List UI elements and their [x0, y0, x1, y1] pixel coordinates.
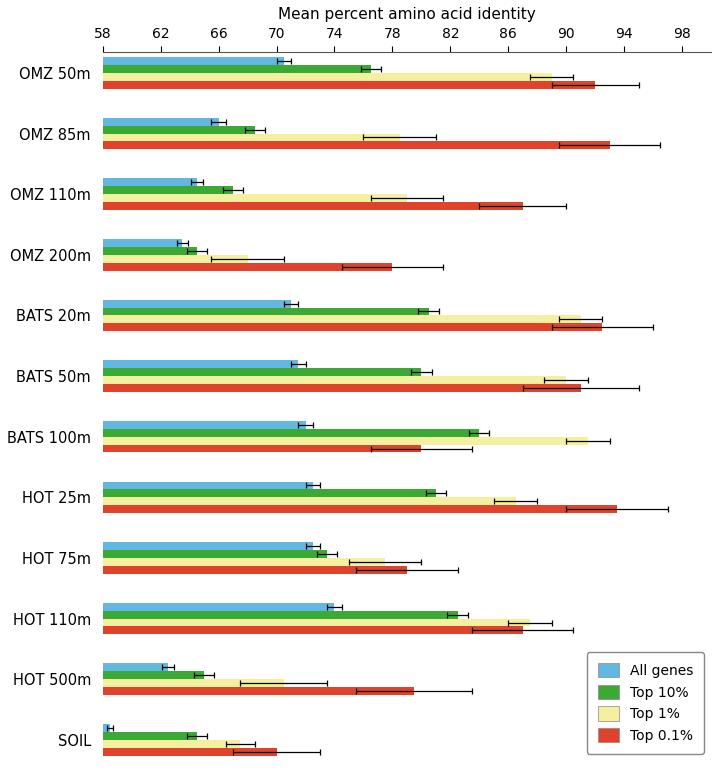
Bar	[103, 679, 284, 687]
Bar	[103, 247, 197, 255]
Bar	[103, 445, 421, 452]
Bar	[103, 368, 421, 376]
Bar	[103, 187, 233, 194]
X-axis label: Mean percent amino acid identity: Mean percent amino acid identity	[278, 7, 536, 22]
Legend: All genes, Top 10%, Top 1%, Top 0.1%: All genes, Top 10%, Top 1%, Top 0.1%	[587, 652, 704, 754]
Bar	[103, 81, 595, 88]
Bar	[103, 550, 327, 558]
Bar	[103, 194, 407, 202]
Bar	[103, 73, 551, 81]
Bar	[103, 482, 313, 489]
Bar	[103, 618, 530, 627]
Bar	[103, 126, 255, 134]
Bar	[103, 118, 218, 126]
Bar	[103, 687, 414, 695]
Bar	[103, 300, 291, 307]
Bar	[103, 748, 276, 756]
Bar	[103, 489, 436, 498]
Bar	[103, 671, 204, 679]
Bar	[103, 603, 335, 611]
Bar	[103, 566, 407, 574]
Bar	[103, 134, 400, 141]
Bar	[103, 437, 588, 445]
Bar	[103, 384, 581, 392]
Bar	[103, 429, 480, 437]
Bar	[103, 323, 602, 331]
Bar	[103, 505, 617, 513]
Bar	[103, 141, 610, 149]
Bar	[103, 740, 241, 748]
Bar	[103, 724, 110, 732]
Bar	[103, 664, 168, 671]
Bar	[103, 558, 385, 566]
Bar	[103, 255, 248, 263]
Bar	[103, 239, 182, 247]
Bar	[103, 732, 197, 740]
Bar	[103, 307, 429, 316]
Bar	[103, 627, 523, 634]
Bar	[103, 360, 298, 368]
Bar	[103, 611, 457, 618]
Bar	[103, 202, 523, 210]
Bar	[103, 178, 197, 187]
Bar	[103, 263, 393, 270]
Bar	[103, 421, 306, 429]
Bar	[103, 316, 581, 323]
Bar	[103, 542, 313, 550]
Bar	[103, 376, 567, 384]
Bar	[103, 65, 370, 73]
Bar	[103, 498, 516, 505]
Bar	[103, 57, 284, 65]
